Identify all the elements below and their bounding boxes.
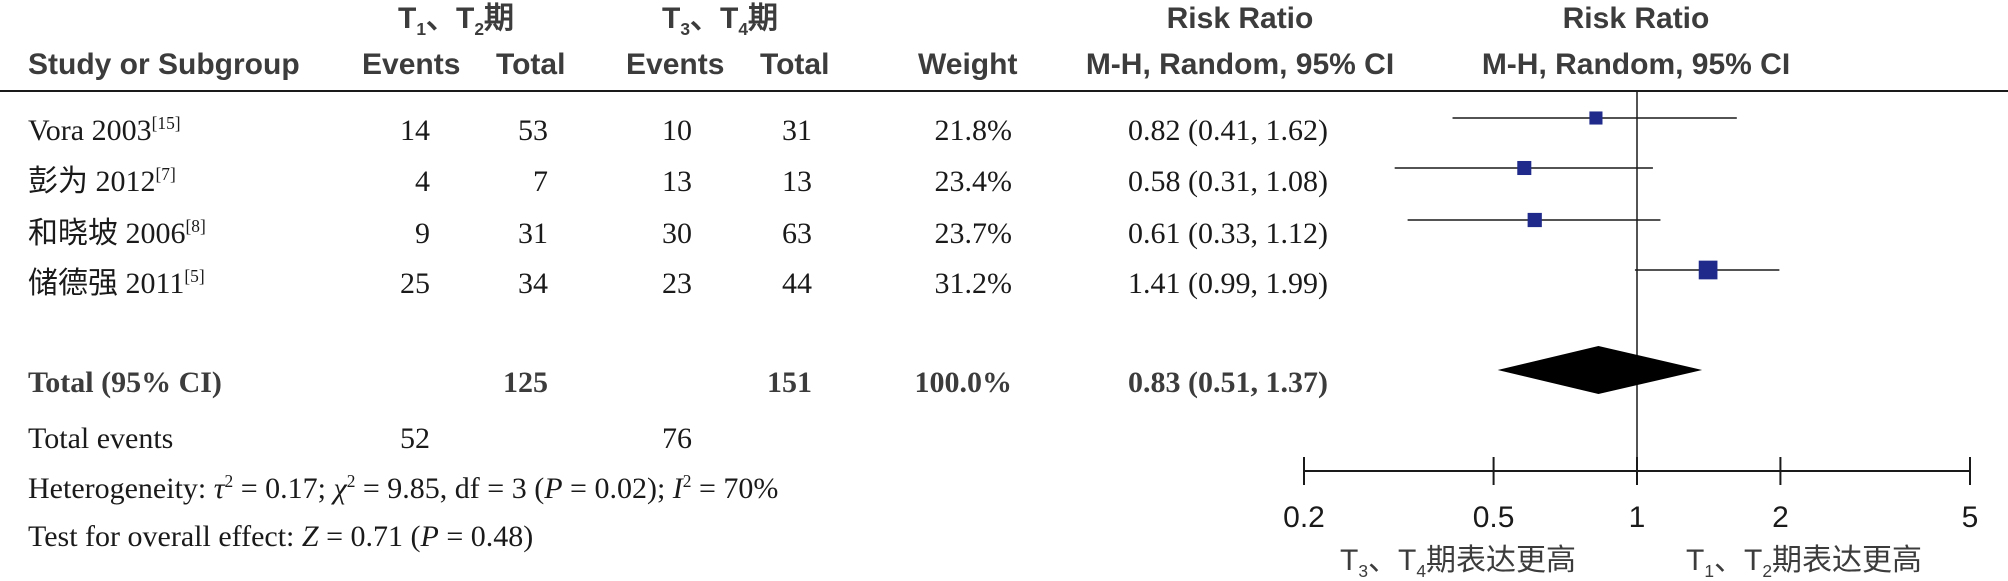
weight-cell: 31.2% bbox=[934, 267, 1013, 300]
study-label: 储德强 2011[5] bbox=[28, 266, 205, 300]
effect-marker bbox=[1527, 212, 1542, 228]
events2-cell: 30 bbox=[662, 217, 692, 250]
ci-cell: 0.58 (0.31, 1.08) bbox=[1128, 165, 1328, 198]
ci-cell: 1.41 (0.99, 1.99) bbox=[1128, 267, 1328, 300]
events2-cell: 23 bbox=[662, 267, 692, 300]
total1-cell: 31 bbox=[518, 217, 548, 250]
events2-cell: 13 bbox=[662, 165, 692, 198]
x-tick-label: 5 bbox=[1961, 501, 1979, 534]
total2-cell: 63 bbox=[782, 217, 812, 250]
total-weight: 100.0% bbox=[914, 366, 1013, 399]
events2-header: Events bbox=[626, 48, 725, 81]
total-events1: 52 bbox=[400, 422, 430, 455]
pooled-diamond bbox=[1497, 346, 1703, 394]
effect-marker bbox=[1517, 160, 1532, 176]
x-tick-label: 1 bbox=[1628, 501, 1646, 534]
favours-right-label: T1、T2期表达更高 bbox=[1686, 544, 1922, 581]
total2-cell: 44 bbox=[782, 267, 812, 300]
ci-cell: 0.82 (0.41, 1.62) bbox=[1128, 114, 1328, 147]
risk-ratio-header-ci: Risk Ratio bbox=[1166, 2, 1314, 35]
study-label: 彭为 2012[7] bbox=[28, 164, 176, 198]
method-ci-header: M-H, Random, 95% CI bbox=[1085, 48, 1395, 81]
effect-marker bbox=[1698, 260, 1718, 280]
total1-sum: 125 bbox=[503, 366, 548, 399]
events1-cell: 4 bbox=[415, 165, 430, 198]
x-tick-label: 2 bbox=[1772, 501, 1789, 534]
study-label: Vora 2003[15] bbox=[28, 113, 181, 147]
total2-sum: 151 bbox=[767, 366, 812, 399]
weight-cell: 21.8% bbox=[934, 114, 1013, 147]
total2-cell: 31 bbox=[782, 114, 812, 147]
events1-cell: 9 bbox=[415, 217, 430, 250]
total-events2: 76 bbox=[662, 422, 692, 455]
weight-header: Weight bbox=[918, 48, 1018, 81]
x-tick-label: 0.2 bbox=[1283, 501, 1325, 534]
ci-cell: 0.61 (0.33, 1.12) bbox=[1128, 217, 1328, 250]
total1-cell: 7 bbox=[533, 165, 548, 198]
header-rule bbox=[0, 90, 2008, 92]
total-events-label: Total events bbox=[28, 422, 174, 455]
total-ci: 0.83 (0.51, 1.37) bbox=[1128, 366, 1328, 399]
group2-header: T3、T4期 bbox=[662, 2, 778, 39]
total2-cell: 13 bbox=[782, 165, 812, 198]
events1-cell: 14 bbox=[400, 114, 430, 147]
weight-cell: 23.4% bbox=[934, 165, 1013, 198]
overall-effect-text: Test for overall effect: Z = 0.71 (P = 0… bbox=[28, 520, 534, 553]
group1-header: T1、T2期 bbox=[398, 2, 514, 39]
events1-cell: 25 bbox=[400, 267, 430, 300]
favours-left-label: T3、T4期表达更高 bbox=[1340, 544, 1576, 581]
risk-ratio-header-plot: Risk Ratio bbox=[1562, 2, 1710, 35]
total1-cell: 34 bbox=[518, 267, 548, 300]
effect-marker bbox=[1589, 111, 1603, 125]
weight-cell: 23.7% bbox=[934, 217, 1013, 250]
study-column-header: Study or Subgroup bbox=[28, 48, 300, 81]
events2-cell: 10 bbox=[662, 114, 692, 147]
total1-cell: 53 bbox=[518, 114, 548, 147]
total-label: Total (95% CI) bbox=[28, 366, 222, 399]
heterogeneity-text: Heterogeneity: τ2 = 0.17; χ2 = 9.85, df … bbox=[28, 471, 779, 505]
study-label: 和晓坡 2006[8] bbox=[28, 216, 206, 250]
events1-header: Events bbox=[362, 48, 461, 81]
total2-header: Total bbox=[760, 48, 830, 81]
total1-header: Total bbox=[496, 48, 566, 81]
x-tick-label: 0.5 bbox=[1472, 501, 1515, 534]
method-plot-header: M-H, Random, 95% CI bbox=[1481, 48, 1791, 81]
